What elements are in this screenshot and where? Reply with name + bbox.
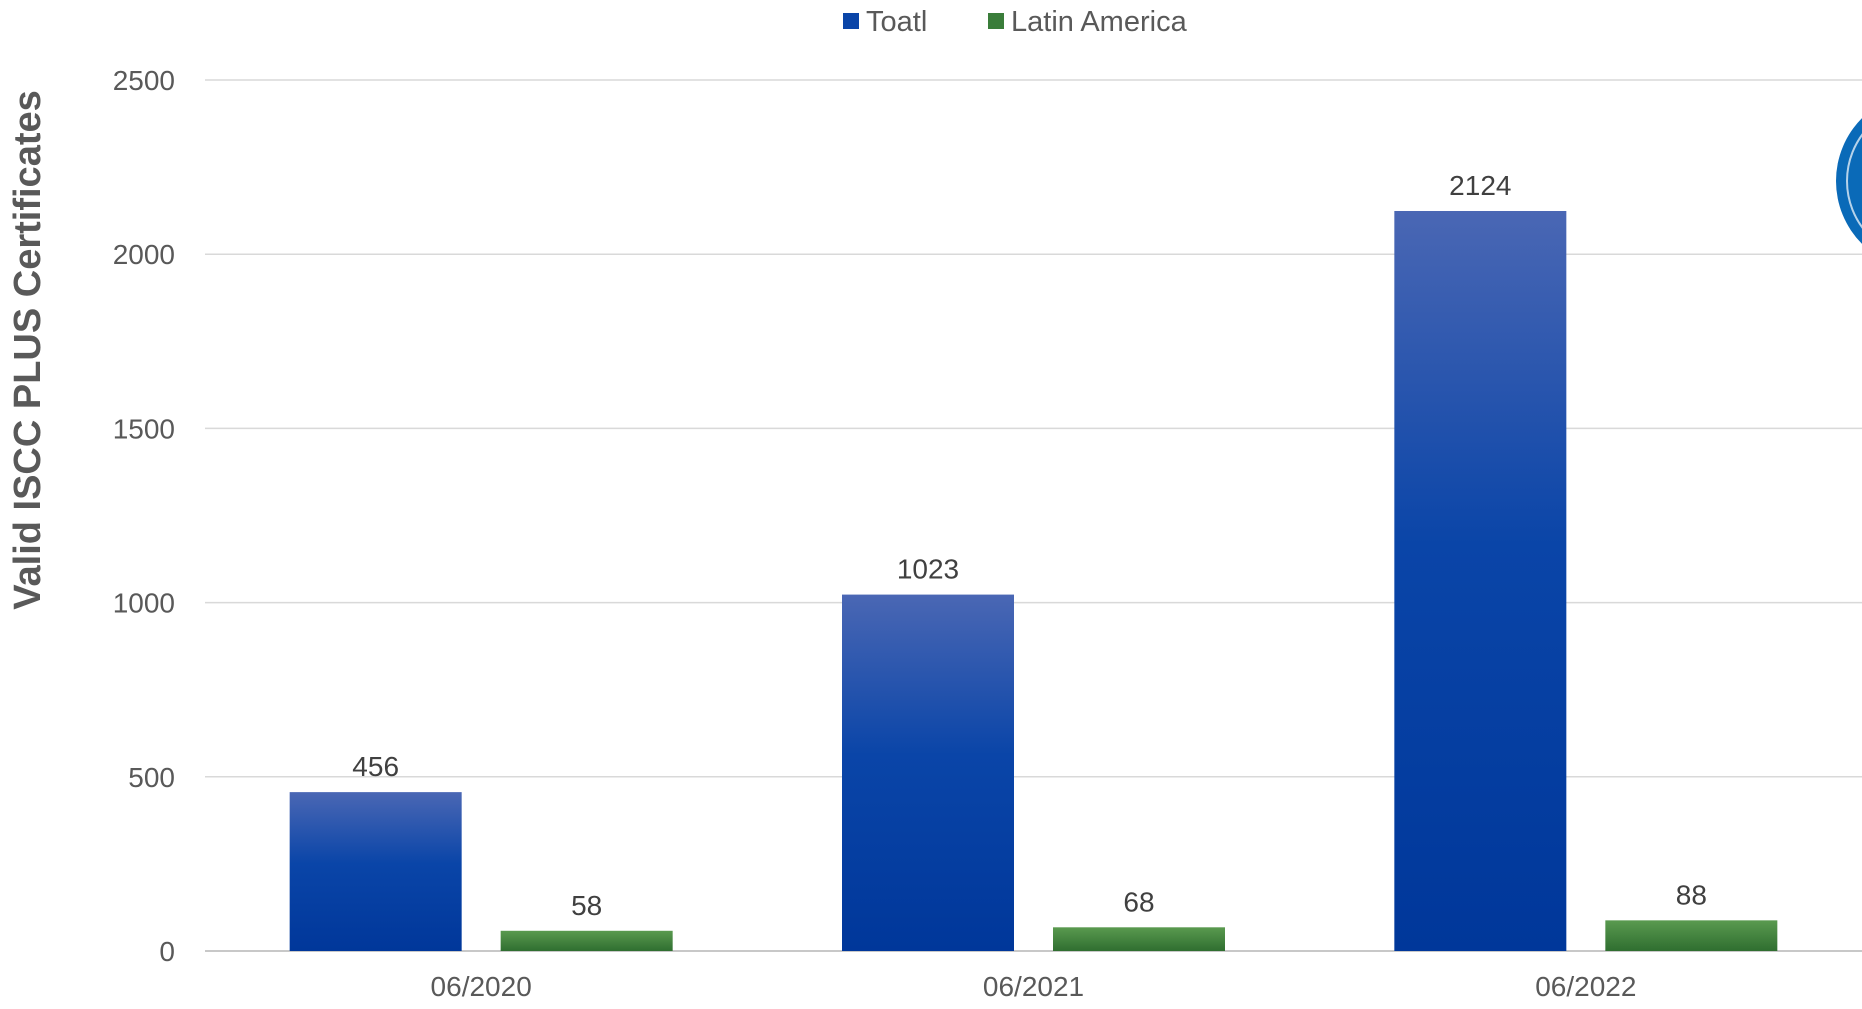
data-label: 68 xyxy=(1123,886,1154,917)
iscc-logo-icon xyxy=(1836,118,1862,244)
y-axis-ticks: 0 500 1000 1500 2000 2500 xyxy=(113,65,175,967)
legend-label-latin-america: Latin America xyxy=(1011,6,1188,38)
bars xyxy=(289,210,1778,951)
y-tick-label: 1500 xyxy=(113,413,175,444)
bar-total xyxy=(1394,210,1567,951)
y-tick-label: 500 xyxy=(128,762,175,793)
legend-label-total: Toatl xyxy=(866,6,927,38)
bar-latin-america xyxy=(500,930,673,951)
y-axis-label: Valid ISCC PLUS Certificates xyxy=(7,90,49,610)
gridlines xyxy=(205,79,1862,952)
x-tick-label: 06/2022 xyxy=(1535,971,1636,1002)
data-labels: 456 58 1023 68 2124 88 xyxy=(352,170,1707,921)
y-tick-label: 1000 xyxy=(113,588,175,619)
y-tick-label: 2000 xyxy=(113,239,175,270)
legend: Toatl Latin America xyxy=(843,6,1188,38)
x-tick-label: 06/2021 xyxy=(983,971,1084,1002)
y-tick-label: 0 xyxy=(159,936,175,967)
x-tick-label: 06/2020 xyxy=(431,971,532,1002)
data-label: 88 xyxy=(1676,879,1707,910)
legend-swatch-total xyxy=(843,13,859,29)
data-label: 2124 xyxy=(1449,170,1511,201)
data-label: 58 xyxy=(571,890,602,921)
y-tick-label: 2500 xyxy=(113,65,175,96)
x-axis-ticks: 06/2020 06/2021 06/2022 xyxy=(431,971,1637,1002)
bar-total xyxy=(842,594,1014,951)
legend-swatch-latin-america xyxy=(988,13,1004,29)
data-label: 1023 xyxy=(897,554,959,585)
data-label: 456 xyxy=(352,751,399,782)
bar-latin-america xyxy=(1605,920,1778,951)
bar-latin-america xyxy=(1053,927,1225,951)
bar-total xyxy=(289,792,462,951)
